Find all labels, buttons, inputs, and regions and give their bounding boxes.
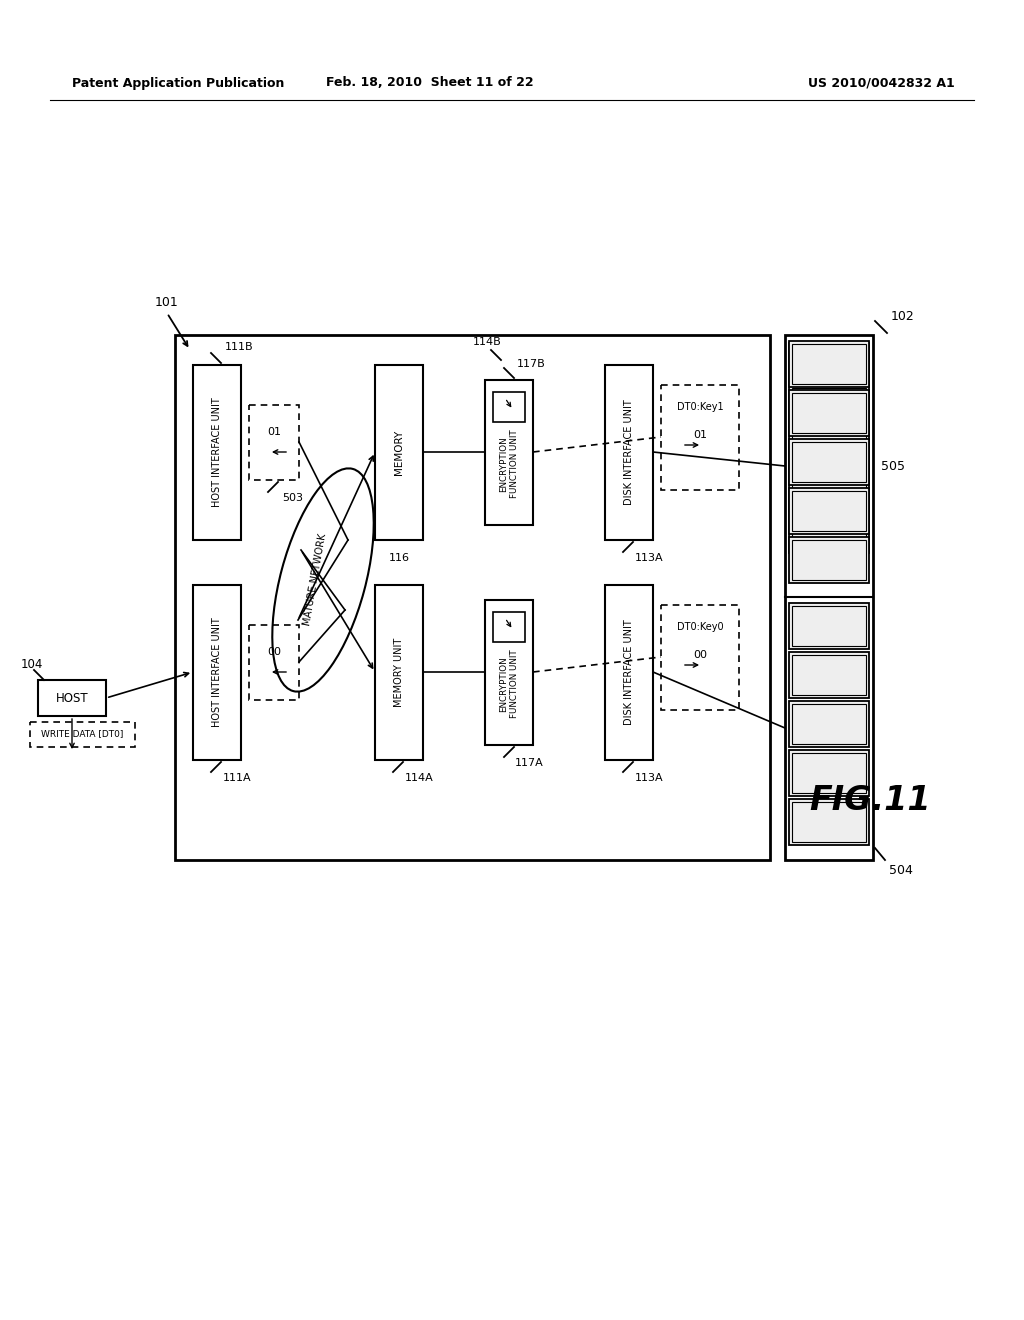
Text: HOST INTERFACE UNIT: HOST INTERFACE UNIT bbox=[212, 618, 222, 727]
Bar bbox=[792, 346, 866, 381]
Bar bbox=[792, 513, 866, 550]
Bar bbox=[792, 606, 866, 645]
Bar bbox=[790, 341, 869, 387]
Text: ENCRYPTION
FUNCTION UNIT: ENCRYPTION FUNCTION UNIT bbox=[500, 429, 519, 499]
Bar bbox=[249, 624, 299, 700]
Text: 117A: 117A bbox=[515, 758, 544, 768]
Text: 113A: 113A bbox=[635, 553, 664, 564]
Bar bbox=[375, 366, 423, 540]
Bar bbox=[790, 750, 869, 796]
Text: US 2010/0042832 A1: US 2010/0042832 A1 bbox=[808, 77, 955, 90]
Bar bbox=[605, 585, 653, 760]
Text: DT0:Key0: DT0:Key0 bbox=[677, 622, 723, 632]
Bar bbox=[792, 752, 866, 793]
Bar bbox=[790, 426, 869, 469]
Text: Patent Application Publication: Patent Application Publication bbox=[72, 77, 285, 90]
Text: MEMORY UNIT: MEMORY UNIT bbox=[394, 638, 404, 706]
Text: 114B: 114B bbox=[473, 337, 502, 347]
Text: 504: 504 bbox=[889, 865, 912, 876]
Bar bbox=[790, 469, 869, 511]
Bar bbox=[175, 335, 770, 861]
Bar bbox=[790, 799, 869, 845]
Text: DISK INTERFACE UNIT: DISK INTERFACE UNIT bbox=[624, 399, 634, 504]
Bar bbox=[792, 704, 866, 744]
Text: 114A: 114A bbox=[406, 774, 434, 783]
Text: 113A: 113A bbox=[635, 774, 664, 783]
Bar bbox=[790, 603, 869, 649]
Bar bbox=[792, 491, 866, 531]
Text: Feb. 18, 2010  Sheet 11 of 22: Feb. 18, 2010 Sheet 11 of 22 bbox=[327, 77, 534, 90]
Bar bbox=[792, 345, 866, 384]
Bar bbox=[790, 652, 869, 698]
Bar bbox=[375, 585, 423, 760]
Text: ENCRYPTION
FUNCTION UNIT: ENCRYPTION FUNCTION UNIT bbox=[500, 649, 519, 718]
Text: 117B: 117B bbox=[517, 359, 546, 370]
Text: 111A: 111A bbox=[223, 774, 252, 783]
Bar bbox=[790, 440, 869, 484]
Text: MEMORY: MEMORY bbox=[394, 429, 404, 475]
Text: 101: 101 bbox=[155, 297, 179, 309]
Bar bbox=[605, 366, 653, 540]
Bar bbox=[792, 540, 866, 579]
Bar bbox=[493, 392, 525, 422]
Text: WRITE DATA [DT0]: WRITE DATA [DT0] bbox=[41, 730, 123, 738]
Text: HOST: HOST bbox=[55, 692, 88, 705]
Text: 104: 104 bbox=[20, 657, 43, 671]
Bar bbox=[792, 655, 866, 696]
Text: 01: 01 bbox=[267, 426, 281, 437]
Bar bbox=[790, 488, 869, 535]
Bar bbox=[790, 385, 869, 426]
Bar bbox=[792, 430, 866, 466]
Bar bbox=[792, 388, 866, 424]
Text: MATURE NETWORK: MATURE NETWORK bbox=[302, 533, 328, 627]
Text: HOST INTERFACE UNIT: HOST INTERFACE UNIT bbox=[212, 397, 222, 507]
Bar bbox=[38, 680, 106, 715]
Bar bbox=[30, 722, 135, 747]
Text: 00: 00 bbox=[693, 649, 707, 660]
Bar bbox=[662, 385, 739, 490]
Bar bbox=[790, 701, 869, 747]
Text: DISK INTERFACE UNIT: DISK INTERFACE UNIT bbox=[624, 619, 634, 725]
Bar bbox=[790, 537, 869, 583]
Text: 503: 503 bbox=[282, 492, 303, 503]
Bar bbox=[485, 601, 534, 744]
Bar bbox=[485, 380, 534, 525]
Bar bbox=[785, 335, 873, 861]
Bar bbox=[792, 393, 866, 433]
Text: 01: 01 bbox=[693, 430, 707, 440]
Text: 116: 116 bbox=[388, 553, 410, 564]
Text: FIG.11: FIG.11 bbox=[809, 784, 931, 817]
Bar bbox=[790, 343, 869, 385]
Bar bbox=[193, 366, 241, 540]
Bar bbox=[792, 442, 866, 482]
Bar bbox=[493, 612, 525, 642]
Text: DT0:Key1: DT0:Key1 bbox=[677, 403, 723, 412]
Bar bbox=[662, 605, 739, 710]
Bar bbox=[249, 405, 299, 480]
Bar bbox=[790, 389, 869, 436]
Text: 00: 00 bbox=[267, 647, 281, 657]
Bar bbox=[792, 473, 866, 508]
Bar bbox=[193, 585, 241, 760]
Bar bbox=[790, 511, 869, 553]
Text: 102: 102 bbox=[891, 310, 914, 323]
Bar bbox=[792, 803, 866, 842]
Text: 505: 505 bbox=[881, 459, 905, 473]
Text: 111B: 111B bbox=[225, 342, 254, 352]
